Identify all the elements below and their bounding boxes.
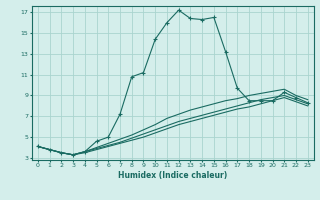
X-axis label: Humidex (Indice chaleur): Humidex (Indice chaleur) [118,171,228,180]
